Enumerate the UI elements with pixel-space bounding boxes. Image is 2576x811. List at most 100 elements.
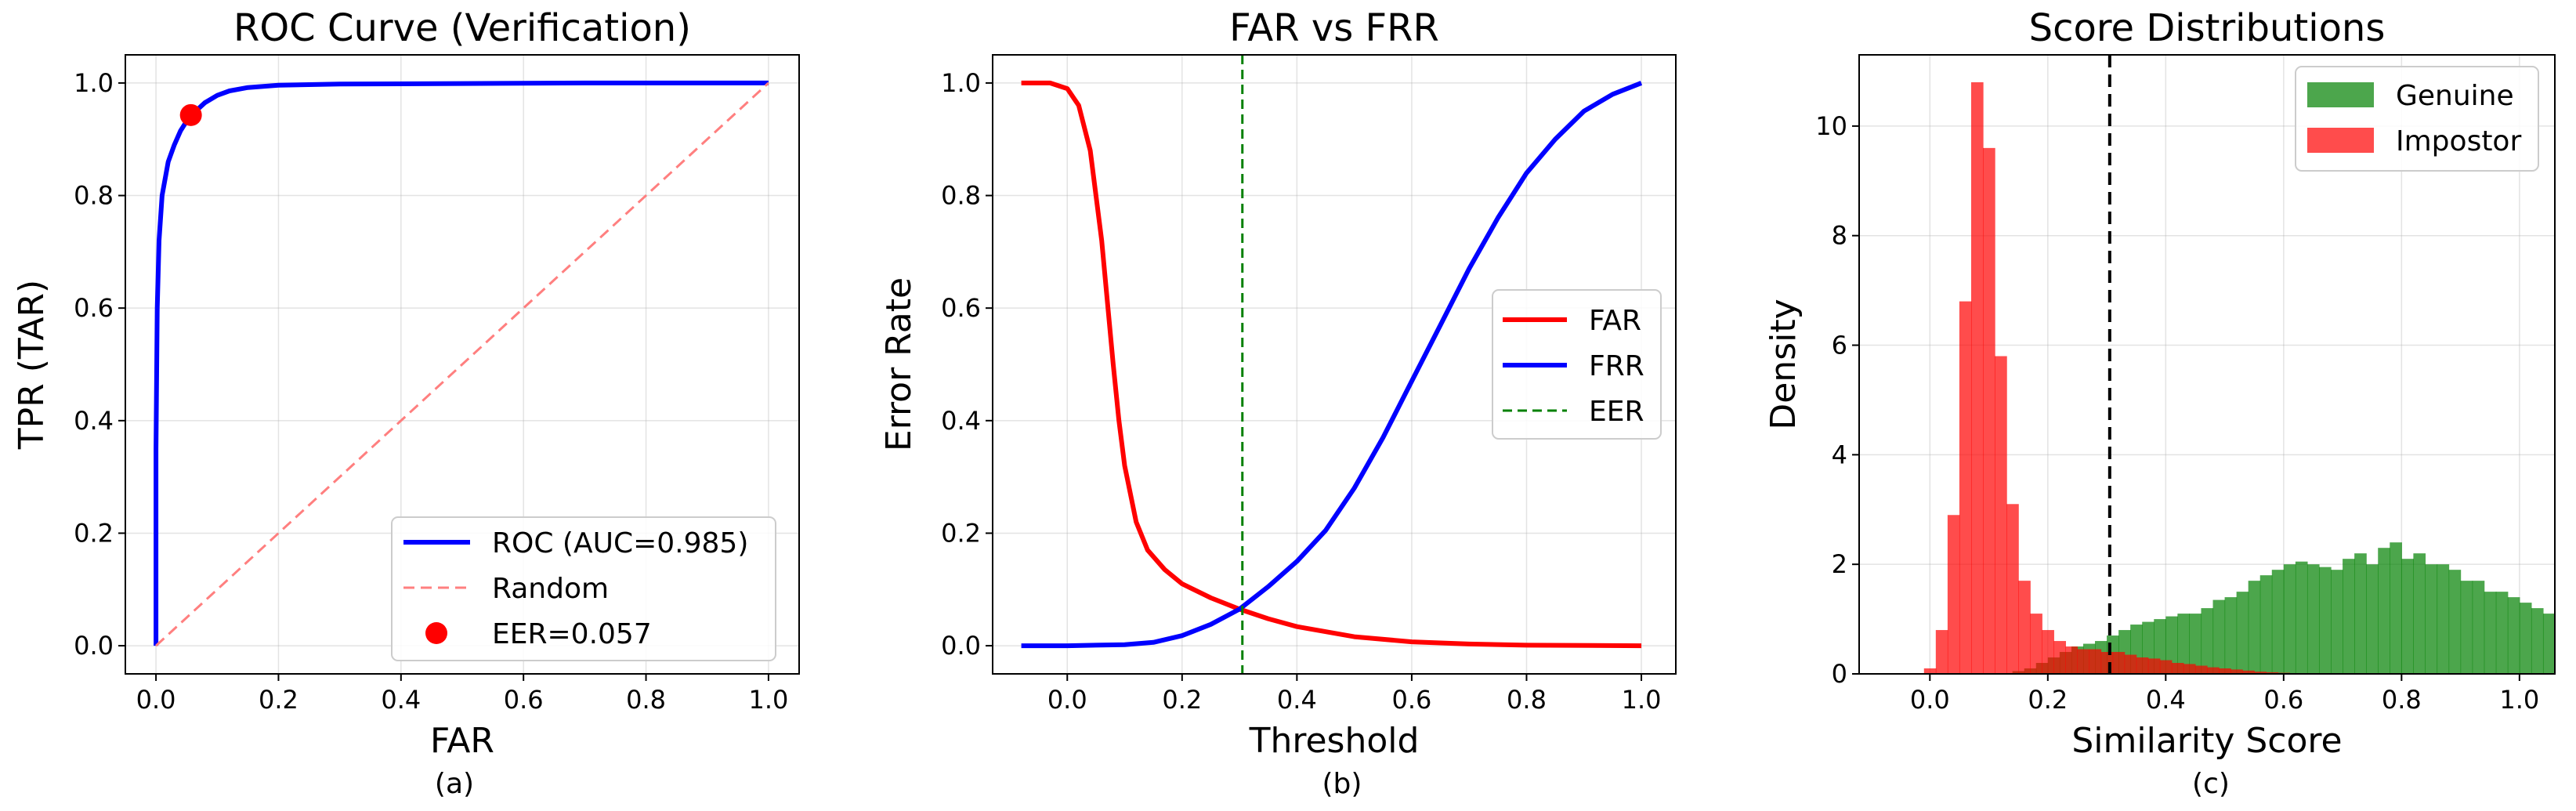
series-line-far xyxy=(1021,80,1642,649)
x-tick-label: 1.0 xyxy=(748,685,788,715)
hist-bar-impostor xyxy=(1923,668,1937,674)
hist-bar-genuine xyxy=(2248,581,2261,674)
x-tick-label: 0.0 xyxy=(1047,685,1087,715)
x-tick-label: 0.0 xyxy=(1910,685,1950,715)
legend: ROC (AUC=0.985) Random EER=0.057 xyxy=(391,516,776,661)
chart-title: FAR vs FRR xyxy=(1229,6,1439,50)
series-line-frr xyxy=(1021,81,1643,649)
x-tick-label: 1.0 xyxy=(2499,685,2539,715)
hist-bar-impostor xyxy=(2018,581,2031,674)
subfigure-caption: (a) xyxy=(435,768,474,800)
axes-frame xyxy=(1858,54,2556,675)
hist-bar-impostor xyxy=(1983,147,1995,674)
legend-label-frr: FRR xyxy=(1589,350,1644,382)
chart-title: ROC Curve (Verification) xyxy=(233,6,691,50)
hist-bar-genuine xyxy=(2448,570,2462,674)
hist-bar-impostor xyxy=(2042,630,2054,674)
y-tick-label: 6 xyxy=(1832,331,1847,360)
x-tick-label: 0.6 xyxy=(2263,685,2303,715)
hist-bar-genuine xyxy=(2366,564,2379,674)
subfigure-caption: (b) xyxy=(1322,768,1362,800)
legend-box xyxy=(391,516,776,661)
plot-area xyxy=(1021,55,1643,674)
hist-bar-impostor xyxy=(2159,660,2173,674)
hist-bar-impostor xyxy=(2242,670,2255,674)
x-tick-label: 0.2 xyxy=(2028,685,2068,715)
hist-bar-genuine xyxy=(2378,548,2390,674)
hist-bar-genuine xyxy=(2542,614,2555,674)
y-tick-label: 1.0 xyxy=(941,68,981,98)
hist-bar-impostor xyxy=(2266,672,2278,674)
hist-bar-genuine xyxy=(2177,614,2191,674)
y-tick-label: 0 xyxy=(1832,659,1847,689)
y-tick-label: 10 xyxy=(1815,111,1847,141)
x-tick-label: 0.0 xyxy=(136,685,176,715)
y-tick-label: 0.0 xyxy=(941,631,981,661)
legend-label-eer: EER=0.057 xyxy=(492,618,652,650)
legend-swatch-impostor xyxy=(2307,128,2374,153)
hist-bar-genuine xyxy=(2472,581,2485,674)
hist-bar-genuine xyxy=(2531,608,2544,674)
hist-bar-impostor xyxy=(2147,658,2161,674)
legend-label-roc: ROC (AUC=0.985) xyxy=(492,527,748,559)
hist-bar-genuine xyxy=(2283,564,2296,674)
y-tick-label: 0.6 xyxy=(74,293,114,323)
hist-bar-impostor xyxy=(2030,614,2042,674)
x-tick-label: 1.0 xyxy=(1622,685,1662,715)
hist-bar-genuine xyxy=(2224,597,2238,674)
y-tick-label: 0.6 xyxy=(941,293,981,323)
legend-label-eer: EER xyxy=(1589,396,1644,428)
subfigure-caption: (c) xyxy=(2192,768,2230,800)
x-tick-label: 0.2 xyxy=(1162,685,1202,715)
legend: Genuine Impostor xyxy=(2295,66,2539,172)
hist-bar-impostor xyxy=(2077,649,2090,674)
y-axis-label: Error Rate xyxy=(879,277,919,451)
hist-bar-genuine xyxy=(2354,553,2367,674)
hist-bar-genuine xyxy=(2413,553,2426,674)
chart-title: Score Distributions xyxy=(2029,6,2386,50)
y-tick-label: 0.4 xyxy=(74,406,114,436)
hist-bar-genuine xyxy=(2331,570,2343,674)
hist-bar-genuine xyxy=(2484,592,2497,674)
hist-bar-genuine xyxy=(2437,564,2450,674)
hist-bar-impostor xyxy=(2194,665,2208,674)
hist-bar-impostor xyxy=(2124,654,2137,674)
x-tick-label: 0.2 xyxy=(259,685,298,715)
eer-point-marker xyxy=(179,103,202,126)
hist-bar-genuine xyxy=(2390,542,2402,674)
legend-swatch-genuine xyxy=(2307,82,2374,107)
plot-area xyxy=(1923,55,2567,674)
plot-area xyxy=(154,80,769,647)
hist-bar-impostor xyxy=(2230,669,2243,674)
legend-box xyxy=(1492,289,1662,440)
legend-swatch-eer xyxy=(425,622,447,644)
hist-bar-impostor xyxy=(2207,667,2220,674)
hist-bar-impostor xyxy=(2053,641,2066,674)
hist-bar-impostor xyxy=(2100,652,2114,674)
hist-bar-genuine xyxy=(2555,619,2567,674)
hist-bar-genuine xyxy=(2201,608,2214,674)
hist-bar-impostor xyxy=(2219,668,2231,674)
legend-label-genuine: Genuine xyxy=(2396,80,2514,112)
legend-label-random: Random xyxy=(492,573,609,605)
hist-bar-impostor xyxy=(2006,504,2019,674)
y-tick-label: 0.2 xyxy=(941,518,981,548)
x-tick-label: 0.6 xyxy=(504,685,544,715)
x-tick-label: 0.8 xyxy=(2382,685,2422,715)
panel-b: 0.0 0.2 0.4 0.6 0.8 1.0 0.0 0.2 0.4 0.6 0.8 1.0 FAR … xyxy=(879,6,1677,800)
hist-bar-impostor xyxy=(2254,672,2267,674)
hist-bar-genuine xyxy=(2295,561,2308,674)
y-axis-label: Density xyxy=(1764,299,1804,429)
hist-bar-genuine xyxy=(2212,599,2226,674)
hist-bar-genuine xyxy=(2519,603,2532,674)
axes-frame xyxy=(992,54,1677,675)
panel-c: 0.0 0.2 0.4 0.6 0.8 1.0 0 2 4 6 8 10 Score Distribut… xyxy=(1764,6,2567,800)
hist-bar-genuine xyxy=(2165,616,2178,674)
y-tick-label: 0.4 xyxy=(941,406,981,436)
hist-bar-impostor xyxy=(2089,649,2102,674)
x-tick-label: 0.4 xyxy=(2146,685,2186,715)
y-tick-label: 0.0 xyxy=(74,631,114,661)
y-tick-label: 0.2 xyxy=(74,518,114,548)
hist-bar-genuine xyxy=(2460,581,2473,674)
hist-bar-genuine xyxy=(2343,559,2355,674)
